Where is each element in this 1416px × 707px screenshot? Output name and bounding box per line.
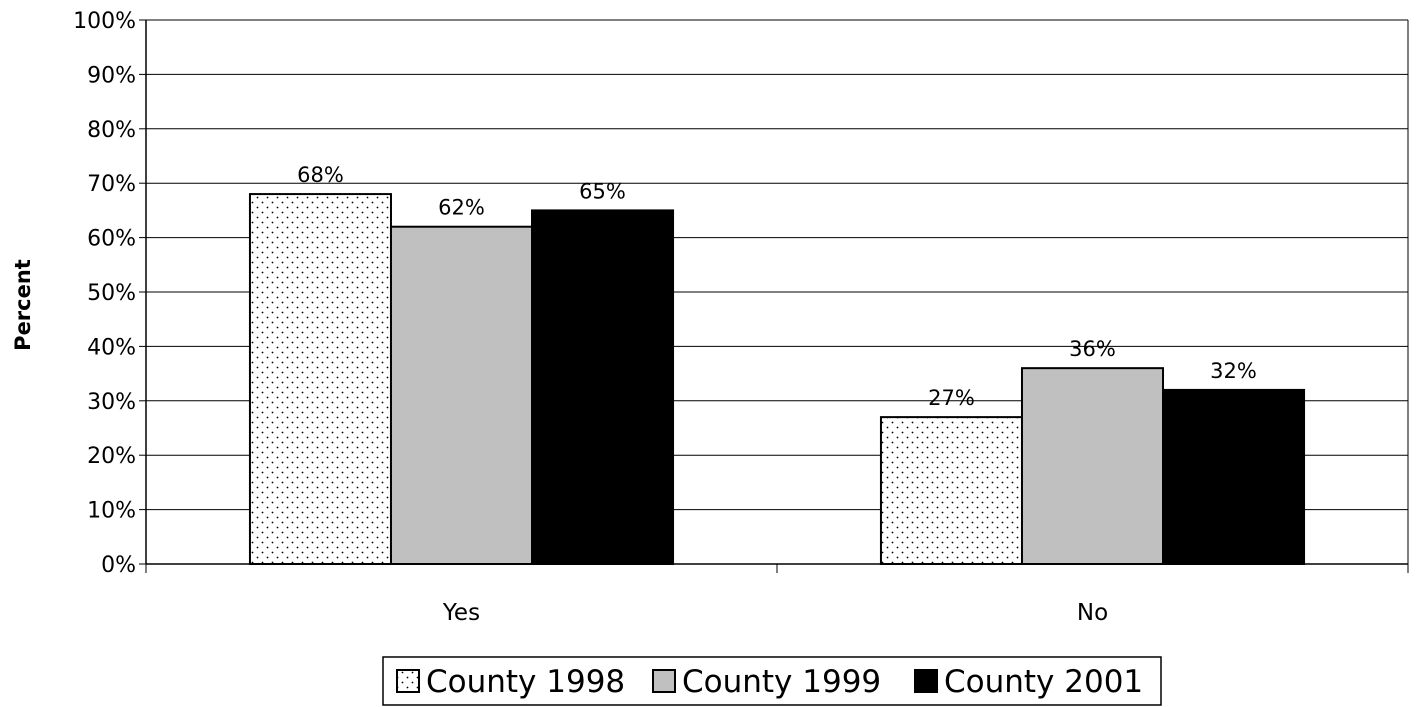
- y-tick-label: 20%: [87, 444, 136, 469]
- bar: [879, 416, 1023, 565]
- legend-box: [382, 656, 1162, 706]
- y-tick-label: 100%: [73, 9, 136, 34]
- y-axis-tick-labels: 0% 10% 20% 30% 40% 50% 60% 70% 80% 90% 100%: [73, 9, 136, 578]
- bar: [1020, 367, 1165, 565]
- y-tick-label: 40%: [87, 335, 136, 360]
- bar: [389, 225, 534, 565]
- y-tick-label: 30%: [87, 390, 136, 415]
- bars: [248, 193, 1306, 566]
- x-category-label: No: [1077, 600, 1108, 626]
- bar: [248, 193, 392, 566]
- data-labels: 68% 62% 65% 27% 36% 32%: [297, 163, 1257, 410]
- y-tick-label: 70%: [87, 172, 136, 197]
- legend-swatch: [396, 669, 420, 693]
- legend-label: County 1998: [426, 664, 625, 700]
- y-tick-label: 90%: [87, 63, 136, 88]
- y-tick-label: 50%: [87, 281, 136, 306]
- bar: [531, 209, 675, 565]
- axes: [139, 19, 1409, 573]
- data-label: 32%: [1210, 359, 1257, 383]
- y-tick-label: 10%: [87, 499, 136, 524]
- data-label: 62%: [438, 196, 485, 220]
- y-tick-label: 0%: [101, 553, 136, 578]
- data-label: 68%: [297, 163, 344, 187]
- bar: [1162, 388, 1306, 566]
- y-tick-label: 60%: [87, 227, 136, 252]
- data-label: 36%: [1069, 337, 1116, 361]
- data-label: 27%: [928, 386, 975, 410]
- x-category-label: Yes: [442, 600, 480, 626]
- legend-swatch: [652, 669, 676, 693]
- x-axis-category-labels: Yes No: [442, 600, 1108, 626]
- legend-swatch: [914, 669, 938, 693]
- legend: County 1998 County 1999 County 2001: [382, 656, 1162, 706]
- y-axis-title: Percent: [11, 259, 35, 351]
- data-label: 65%: [579, 179, 626, 203]
- legend-label: County 1999: [682, 664, 881, 700]
- y-tick-label: 80%: [87, 118, 136, 143]
- legend-label: County 2001: [944, 664, 1143, 700]
